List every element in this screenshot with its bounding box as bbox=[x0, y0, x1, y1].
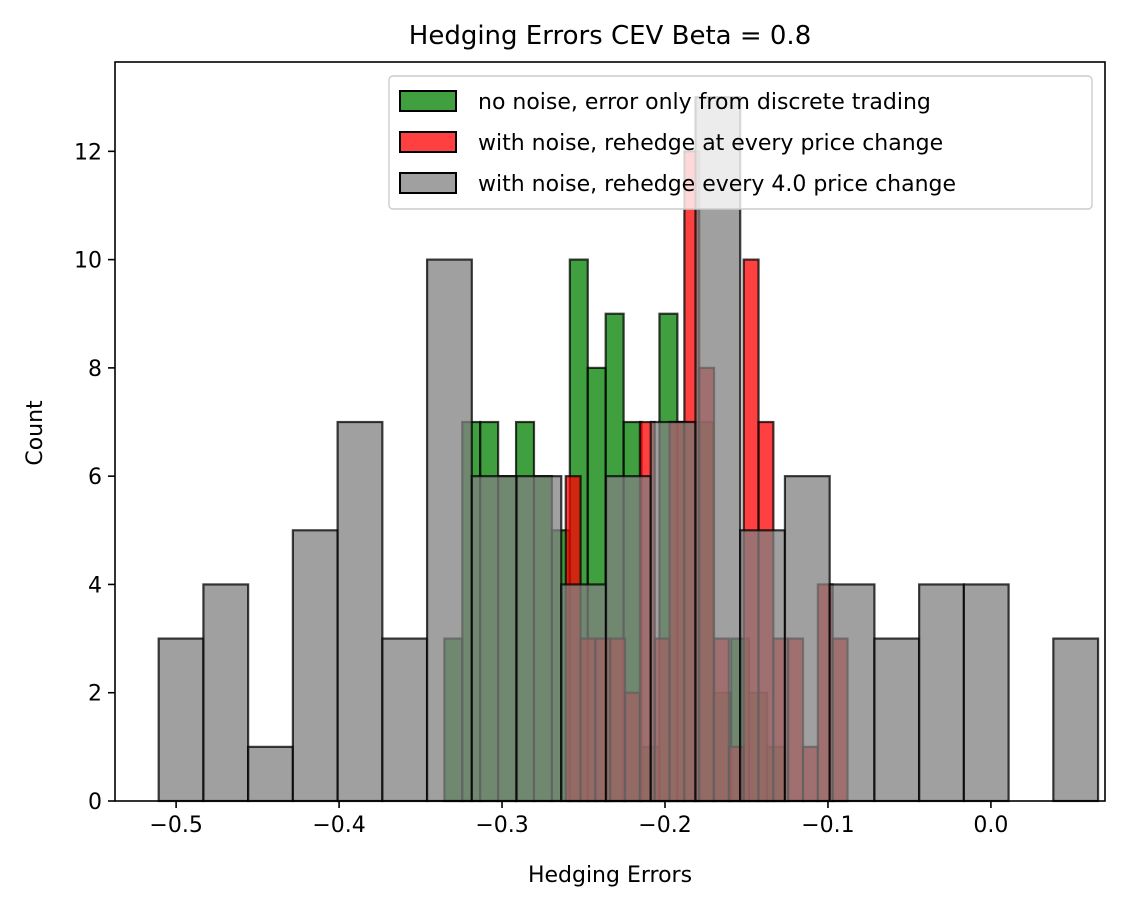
bar-series-2-bin-18 bbox=[962, 583, 1010, 803]
bar-series-2-bin-6 bbox=[425, 258, 473, 803]
bar-series-2-bin-10 bbox=[604, 475, 652, 803]
y-tick-label: 12 bbox=[74, 140, 102, 165]
bar-series-2-bin-0 bbox=[157, 637, 205, 803]
y-tick-label: 10 bbox=[74, 249, 102, 274]
bar-series-2-bin-7 bbox=[470, 475, 518, 803]
y-axis: 0 2 4 6 8 10 12 bbox=[74, 140, 115, 815]
legend-swatch-1 bbox=[399, 131, 457, 153]
bar-series-2-bin-9 bbox=[560, 583, 608, 803]
y-tick-label: 2 bbox=[88, 682, 102, 707]
y-tick-label: 0 bbox=[88, 790, 102, 815]
legend-swatch-0 bbox=[399, 90, 457, 112]
y-tick-label: 4 bbox=[88, 573, 102, 598]
chart-title: Hedging Errors CEV Beta = 0.8 bbox=[409, 21, 811, 51]
legend-label-2: with noise, rehedge every 4.0 price chan… bbox=[478, 172, 956, 197]
bar-series-2-bin-4 bbox=[336, 420, 384, 803]
x-axis: −0.5 −0.4 −0.3 −0.2 −0.1 0.0 bbox=[149, 801, 1008, 838]
bar-series-2-bin-11 bbox=[649, 420, 697, 803]
bar-series-2-bin-3 bbox=[291, 529, 339, 803]
bars-layer bbox=[157, 96, 1100, 803]
legend-swatch-2 bbox=[399, 172, 457, 194]
legend-label-0: no noise, error only from discrete tradi… bbox=[478, 90, 931, 115]
bar-series-2-bin-1 bbox=[202, 583, 250, 803]
bar-series-2-bin-8 bbox=[515, 475, 563, 803]
bar-series-2-bin-2 bbox=[247, 745, 294, 803]
bar-series-2-bin-14 bbox=[783, 475, 831, 803]
bar-series-2-bin-16 bbox=[873, 637, 921, 803]
bar-series-2-bin-5 bbox=[381, 637, 429, 803]
series-2 bbox=[157, 96, 1100, 803]
y-tick-label: 8 bbox=[88, 357, 102, 382]
x-tick-label: −0.5 bbox=[149, 813, 202, 838]
x-tick-label: −0.1 bbox=[801, 813, 854, 838]
bar-series-2-bin-17 bbox=[918, 583, 965, 803]
legend: no noise, error only from discrete tradi… bbox=[388, 75, 1093, 210]
bar-series-2-bin-12 bbox=[694, 96, 742, 803]
legend-label-1: with noise, rehedge at every price chang… bbox=[478, 131, 943, 156]
bar-series-2-bin-20 bbox=[1052, 637, 1100, 803]
y-axis-title: Count bbox=[23, 400, 48, 466]
y-tick-label: 6 bbox=[88, 465, 102, 490]
legend-frame bbox=[388, 75, 1093, 210]
x-axis-title: Hedging Errors bbox=[528, 863, 692, 888]
x-tick-label: −0.2 bbox=[638, 813, 691, 838]
bar-series-2-bin-15 bbox=[828, 583, 876, 803]
x-tick-label: −0.3 bbox=[475, 813, 528, 838]
bar-series-2-bin-13 bbox=[739, 529, 787, 803]
x-tick-label: 0.0 bbox=[973, 813, 1008, 838]
plot-frame bbox=[114, 61, 1106, 802]
x-tick-label: −0.4 bbox=[312, 813, 365, 838]
